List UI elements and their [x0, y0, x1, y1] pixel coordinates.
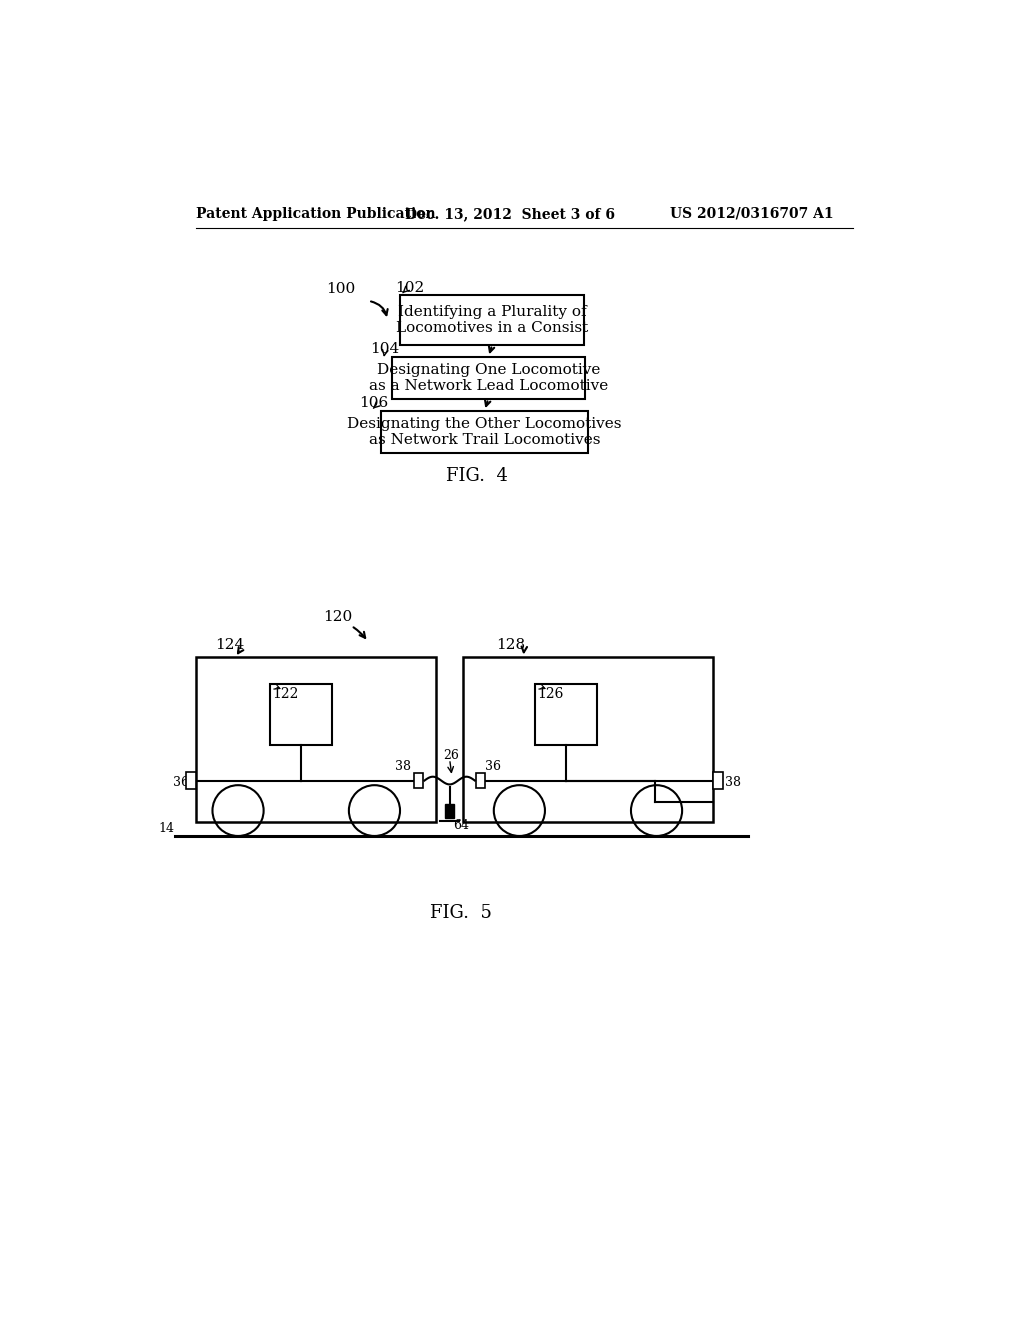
Text: 36: 36 [173, 776, 189, 788]
Bar [476, 774, 485, 788]
Text: 120: 120 [324, 610, 352, 623]
FancyBboxPatch shape [381, 411, 589, 453]
Text: 26: 26 [443, 750, 460, 763]
Text: 106: 106 [359, 396, 388, 411]
Bar [445, 804, 455, 817]
Bar [270, 684, 332, 744]
Text: 124: 124 [216, 638, 245, 652]
Text: 102: 102 [395, 281, 425, 294]
FancyBboxPatch shape [400, 296, 585, 345]
Text: Identifying a Plurality of
Locomotives in a Consist: Identifying a Plurality of Locomotives i… [396, 305, 589, 335]
Text: 64: 64 [454, 818, 469, 832]
Text: 104: 104 [370, 342, 399, 356]
Bar [535, 684, 597, 744]
Text: 128: 128 [496, 638, 525, 652]
Bar [186, 772, 197, 789]
Text: 38: 38 [395, 760, 412, 774]
Text: 38: 38 [725, 776, 740, 788]
Text: Designating the Other Locomotives
as Network Trail Locomotives: Designating the Other Locomotives as Net… [347, 417, 622, 447]
Text: Patent Application Publication: Patent Application Publication [197, 207, 436, 220]
Bar [197, 657, 436, 822]
Text: 100: 100 [326, 282, 355, 296]
Text: Designating One Locomotive
as a Network Lead Locomotive: Designating One Locomotive as a Network … [369, 363, 608, 393]
Bar [463, 657, 713, 822]
Text: US 2012/0316707 A1: US 2012/0316707 A1 [671, 207, 835, 220]
Text: 122: 122 [272, 688, 299, 701]
Bar [713, 772, 723, 789]
FancyBboxPatch shape [391, 358, 586, 399]
Text: 126: 126 [538, 688, 563, 701]
Text: 36: 36 [484, 760, 501, 774]
Text: Dec. 13, 2012  Sheet 3 of 6: Dec. 13, 2012 Sheet 3 of 6 [406, 207, 615, 220]
Text: FIG.  5: FIG. 5 [430, 904, 493, 921]
Text: FIG.  4: FIG. 4 [445, 467, 508, 484]
Text: 14: 14 [159, 822, 174, 834]
Bar [415, 774, 423, 788]
